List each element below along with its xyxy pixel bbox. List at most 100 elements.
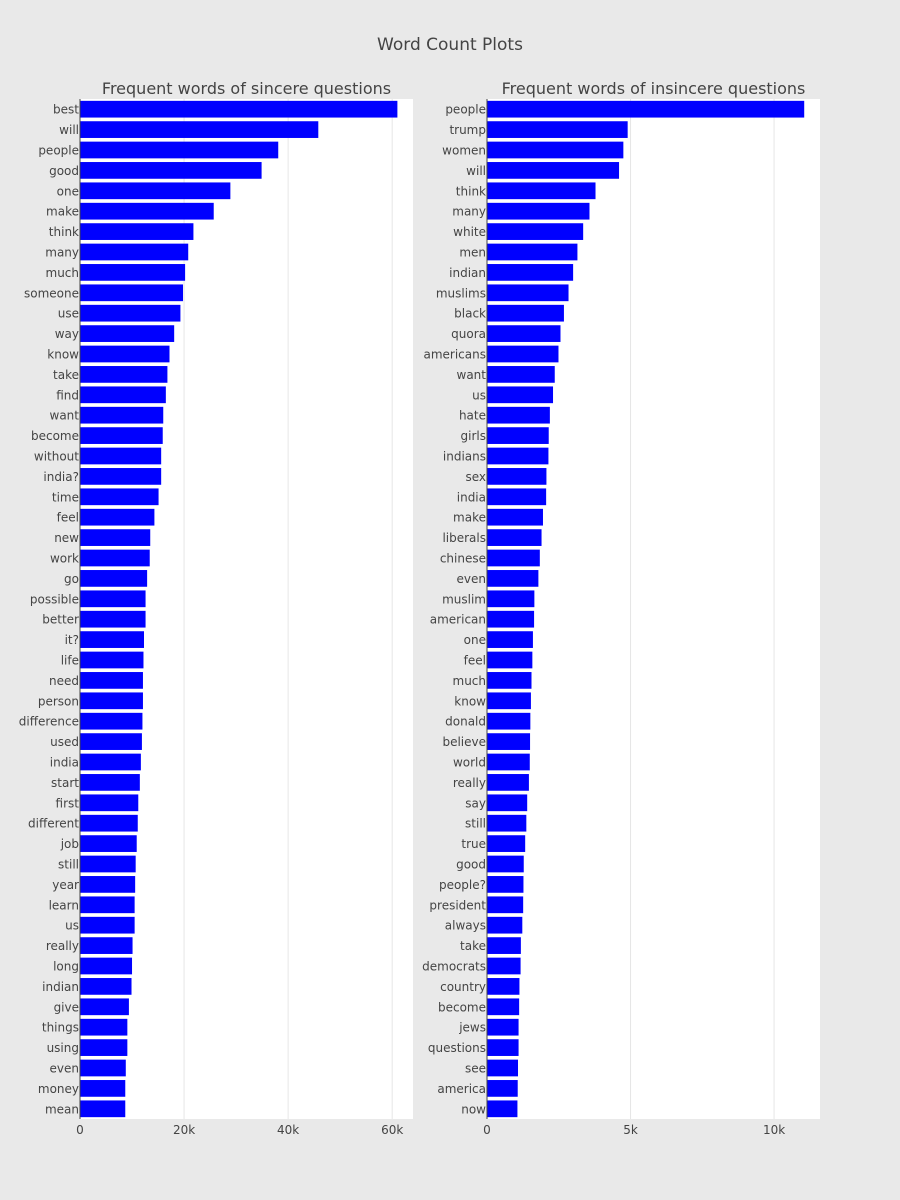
category-label: better bbox=[42, 613, 79, 627]
category-label: still bbox=[465, 817, 486, 831]
category-label: best bbox=[53, 103, 79, 117]
category-label: good bbox=[49, 164, 79, 178]
category-label: donald bbox=[445, 715, 486, 729]
bar bbox=[487, 549, 540, 567]
category-label: life bbox=[61, 654, 79, 668]
bar bbox=[80, 814, 138, 832]
category-label: year bbox=[52, 878, 79, 892]
x-tick-label: 20k bbox=[173, 1123, 195, 1137]
category-label: used bbox=[50, 735, 79, 749]
category-label: indian bbox=[42, 980, 79, 994]
category-label: believe bbox=[442, 735, 486, 749]
category-label: want bbox=[50, 409, 80, 423]
category-label: first bbox=[56, 796, 80, 810]
bar bbox=[80, 937, 133, 954]
bar bbox=[80, 1039, 128, 1056]
category-label: mean bbox=[45, 1102, 79, 1116]
bar bbox=[80, 794, 139, 812]
bar bbox=[80, 998, 129, 1016]
bar bbox=[487, 202, 590, 220]
bar bbox=[487, 162, 620, 179]
category-label: true bbox=[461, 837, 486, 851]
bar bbox=[80, 896, 135, 914]
category-label: take bbox=[53, 368, 79, 382]
category-label: feel bbox=[464, 654, 486, 668]
category-label: women bbox=[442, 144, 486, 158]
bar bbox=[80, 753, 141, 771]
bar bbox=[80, 366, 168, 383]
bar bbox=[80, 876, 136, 893]
category-label: will bbox=[59, 123, 79, 137]
bar bbox=[487, 855, 524, 873]
category-label: americans bbox=[423, 348, 486, 362]
bar bbox=[487, 1059, 519, 1077]
category-label: think bbox=[49, 225, 79, 239]
category-label: know bbox=[47, 348, 79, 362]
category-label: good bbox=[456, 858, 486, 872]
category-label: president bbox=[429, 898, 486, 912]
category-label: white bbox=[453, 225, 486, 239]
bar bbox=[487, 631, 533, 648]
category-label: need bbox=[49, 674, 79, 688]
bar bbox=[487, 223, 584, 240]
bar bbox=[487, 468, 547, 485]
category-label: start bbox=[51, 776, 79, 790]
bar bbox=[80, 712, 143, 730]
category-label: much bbox=[453, 674, 487, 688]
bar bbox=[80, 733, 142, 750]
bar bbox=[80, 692, 143, 710]
category-label: using bbox=[47, 1041, 79, 1055]
bar bbox=[487, 957, 521, 975]
bar bbox=[80, 1100, 126, 1118]
category-label: make bbox=[46, 205, 79, 219]
bar bbox=[487, 998, 520, 1016]
category-label: find bbox=[56, 388, 79, 402]
bar bbox=[80, 447, 162, 465]
category-label: india bbox=[50, 756, 79, 770]
chart-panel-2: Frequent words of insincere questions peo… bbox=[422, 79, 820, 1137]
bar bbox=[487, 712, 531, 730]
bar bbox=[80, 1059, 126, 1077]
category-label: even bbox=[50, 1062, 79, 1076]
category-label: men bbox=[459, 246, 486, 260]
bar bbox=[487, 753, 530, 771]
bar bbox=[80, 508, 155, 526]
bar bbox=[487, 508, 543, 526]
category-label: job bbox=[60, 837, 79, 851]
bar bbox=[487, 141, 624, 159]
bar bbox=[487, 325, 561, 342]
bar bbox=[80, 304, 181, 322]
bar bbox=[80, 284, 184, 302]
category-label: possible bbox=[30, 592, 79, 606]
bar bbox=[80, 162, 262, 179]
category-label: people? bbox=[439, 878, 486, 892]
category-label: chinese bbox=[440, 552, 486, 566]
category-label: it? bbox=[65, 633, 79, 647]
category-label: muslim bbox=[442, 592, 486, 606]
category-label: see bbox=[465, 1062, 486, 1076]
category-label: liberals bbox=[442, 531, 486, 545]
category-label: trump bbox=[449, 123, 486, 137]
bar bbox=[487, 386, 554, 404]
bar bbox=[487, 835, 526, 852]
category-label: way bbox=[55, 327, 79, 341]
bar bbox=[487, 243, 578, 261]
bar bbox=[487, 121, 628, 138]
category-label: india? bbox=[43, 470, 79, 484]
panel-title: Frequent words of sincere questions bbox=[102, 79, 391, 98]
bar bbox=[487, 1018, 519, 1036]
bar bbox=[80, 651, 144, 669]
bar bbox=[80, 141, 279, 159]
bar bbox=[80, 672, 143, 689]
category-label: become bbox=[438, 1000, 486, 1014]
x-tick-label: 5k bbox=[623, 1123, 638, 1137]
bar bbox=[80, 1080, 126, 1097]
bar bbox=[80, 223, 194, 240]
bar bbox=[80, 121, 319, 138]
category-label: america bbox=[437, 1082, 486, 1096]
category-label: always bbox=[445, 919, 486, 933]
bar bbox=[80, 202, 214, 220]
category-label: one bbox=[57, 184, 79, 198]
bar bbox=[80, 590, 146, 608]
category-label: world bbox=[453, 756, 486, 770]
